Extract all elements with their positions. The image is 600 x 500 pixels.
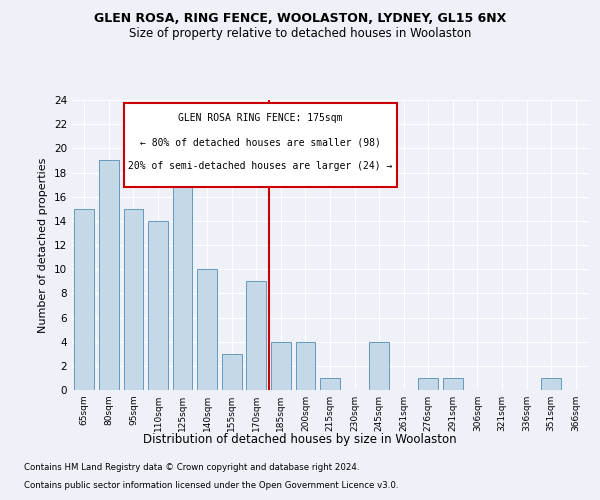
Bar: [296, 342, 315, 390]
Bar: [222, 354, 242, 390]
Text: GLEN ROSA, RING FENCE, WOOLASTON, LYDNEY, GL15 6NX: GLEN ROSA, RING FENCE, WOOLASTON, LYDNEY…: [94, 12, 506, 26]
Bar: [74, 209, 94, 390]
Text: Size of property relative to detached houses in Woolaston: Size of property relative to detached ho…: [129, 28, 471, 40]
Bar: [99, 160, 119, 390]
Bar: [541, 378, 561, 390]
Bar: [148, 221, 168, 390]
Text: Contains HM Land Registry data © Crown copyright and database right 2024.: Contains HM Land Registry data © Crown c…: [24, 464, 359, 472]
Bar: [271, 342, 290, 390]
Bar: [173, 148, 193, 390]
Bar: [124, 209, 143, 390]
Y-axis label: Number of detached properties: Number of detached properties: [38, 158, 49, 332]
Text: GLEN ROSA RING FENCE: 175sqm: GLEN ROSA RING FENCE: 175sqm: [178, 113, 343, 123]
Text: 20% of semi-detached houses are larger (24) →: 20% of semi-detached houses are larger (…: [128, 161, 392, 171]
Text: Distribution of detached houses by size in Woolaston: Distribution of detached houses by size …: [143, 432, 457, 446]
Text: ← 80% of detached houses are smaller (98): ← 80% of detached houses are smaller (98…: [140, 137, 381, 147]
Bar: [197, 269, 217, 390]
Bar: [320, 378, 340, 390]
Text: Contains public sector information licensed under the Open Government Licence v3: Contains public sector information licen…: [24, 481, 398, 490]
Bar: [418, 378, 438, 390]
Bar: [443, 378, 463, 390]
Bar: [247, 281, 266, 390]
FancyBboxPatch shape: [124, 103, 397, 187]
Bar: [370, 342, 389, 390]
